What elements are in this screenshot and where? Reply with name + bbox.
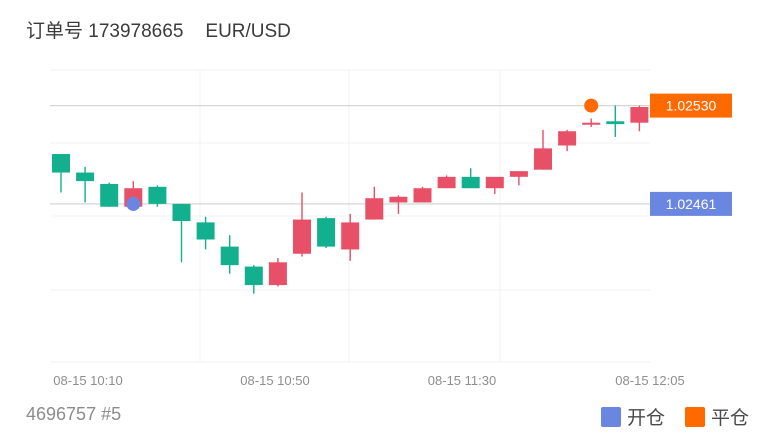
candle: [485, 176, 504, 194]
price-tag-close: [650, 93, 732, 118]
candle-body: [196, 222, 215, 240]
open-marker: [126, 196, 141, 211]
candle-body: [244, 266, 263, 286]
legend: 开仓 平仓: [581, 403, 749, 430]
x-tick-label: 08-15 11:30: [428, 373, 496, 388]
x-tick-label: 08-15 10:50: [240, 373, 309, 388]
legend-label-open: 开仓: [626, 408, 665, 429]
x-tick-label: 08-15 10:10: [53, 373, 122, 388]
candle-body: [341, 222, 360, 250]
candle-body: [389, 196, 408, 203]
x-tick-label: 08-15 12:05: [615, 373, 684, 388]
candle-body: [461, 176, 480, 189]
candle: [534, 129, 552, 170]
candle-body: [558, 131, 577, 146]
account-id: 4696757 #5: [26, 404, 122, 424]
legend-label-close: 平仓: [710, 408, 749, 429]
order-number: 订单号 173978665: [26, 21, 184, 42]
candle-body: [534, 148, 552, 170]
close-marker: [584, 98, 599, 113]
candle: [389, 195, 408, 214]
price-tag-label-open: 1.02461: [666, 196, 717, 212]
candle-body: [317, 218, 336, 247]
candle: [172, 203, 191, 263]
candle-body: [220, 246, 239, 266]
symbol-label: EUR/USD: [205, 21, 291, 42]
candle: [582, 118, 601, 127]
candle-body: [365, 198, 384, 220]
candle: [413, 186, 432, 203]
candle: [148, 185, 167, 207]
candle-body: [172, 203, 191, 221]
candle: [509, 171, 528, 186]
candle: [293, 192, 311, 257]
candle: [461, 168, 480, 189]
candle: [437, 175, 456, 189]
candle-body: [413, 188, 432, 203]
candle: [558, 129, 577, 152]
candle-body: [606, 121, 625, 125]
legend-swatch-open: [600, 406, 621, 427]
candle: [52, 154, 70, 193]
candle: [606, 105, 625, 137]
price-tag-label-close: 1.02530: [666, 98, 717, 114]
candle-body: [100, 183, 119, 207]
legend-swatch-close: [684, 406, 705, 427]
candle-body: [76, 172, 95, 182]
candle-body: [485, 176, 504, 189]
candle: [100, 182, 119, 207]
candle-body: [268, 262, 287, 286]
price-tag-open: [650, 191, 732, 216]
page-title: 订单号 173978665 EUR/USD: [26, 16, 291, 43]
candle: [196, 216, 215, 250]
candle: [341, 213, 360, 261]
candle: [317, 216, 336, 249]
candle-body: [437, 176, 456, 189]
candle-body: [293, 219, 311, 254]
candle: [268, 258, 287, 287]
candle-body: [582, 122, 601, 125]
candle-body: [509, 171, 528, 177]
candle: [220, 235, 239, 274]
candle: [630, 105, 649, 132]
candle-body: [52, 154, 70, 173]
legend-item-open: 开仓: [600, 403, 665, 430]
candle-body: [630, 107, 649, 123]
candle-body: [148, 186, 167, 204]
candle: [76, 166, 95, 203]
legend-item-close: 平仓: [684, 403, 749, 430]
candle: [244, 265, 263, 294]
candle: [365, 186, 384, 220]
